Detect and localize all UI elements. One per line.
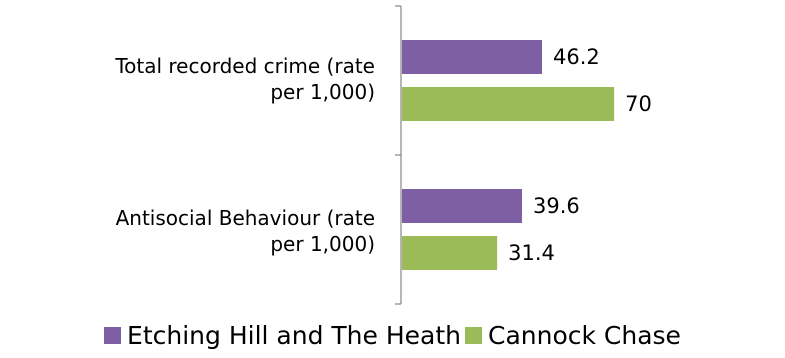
legend-swatch-green: [464, 326, 482, 344]
category-label-line: Antisocial Behaviour (rate: [115, 206, 375, 230]
category-axis: [395, 5, 402, 305]
legend-item-etching-hill: Etching Hill and The Heath: [104, 321, 461, 350]
bar-chart: 46.2 70 39.6 31.4: [395, 5, 652, 305]
data-labels-group: 46.2 70 39.6 31.4: [508, 45, 652, 265]
legend-label: Etching Hill and The Heath: [127, 320, 461, 350]
bar-cannock-chase: [402, 87, 615, 121]
legend-item-cannock-chase: Cannock Chase: [464, 320, 681, 350]
data-label: 31.4: [508, 241, 555, 265]
category-label-line: per 1,000): [270, 232, 375, 256]
data-label: 39.6: [533, 194, 580, 218]
bar-etching-hill: [402, 40, 542, 74]
data-label: 46.2: [553, 45, 600, 69]
bar-cannock-chase: [402, 236, 498, 270]
legend: Etching Hill and The Heath Cannock Chase: [0, 318, 785, 352]
category-label-line: per 1,000): [270, 80, 375, 104]
bars-group: [402, 40, 615, 270]
data-label: 70: [625, 92, 652, 116]
legend-label: Cannock Chase: [487, 320, 681, 350]
category-label-total-recorded-crime: Total recorded crime (rate per 1,000): [30, 53, 375, 105]
category-label-antisocial-behaviour: Antisocial Behaviour (rate per 1,000): [30, 205, 375, 257]
legend-swatch-purple: [104, 326, 122, 344]
bar-etching-hill: [402, 189, 522, 223]
category-label-line: Total recorded crime (rate: [115, 54, 375, 78]
